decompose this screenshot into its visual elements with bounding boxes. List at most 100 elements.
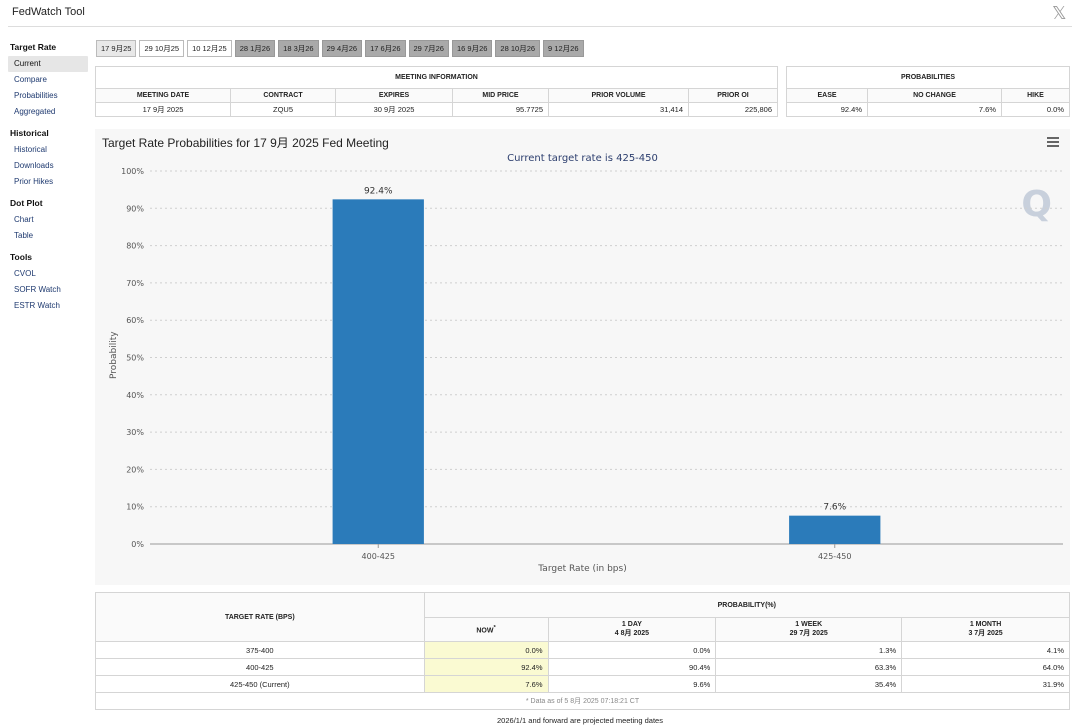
col-contract: CONTRACT xyxy=(230,88,336,103)
probabilities-table: PROBABILITIES EASE NO CHANGE HIKE 92.4% … xyxy=(786,66,1070,117)
col-period-header: 1 WEEK 29 7月 2025 xyxy=(715,617,903,642)
sidebar-item-prior-hikes[interactable]: Prior Hikes xyxy=(14,177,54,186)
bar-425-450 xyxy=(789,515,881,544)
period-label: NOW xyxy=(476,627,494,635)
asterisk-mark: * xyxy=(493,624,496,631)
meeting-date-tabs: 17 9月25 29 10月25 10 12月25 28 1月26 18 3月26 29 … xyxy=(96,40,584,57)
col-period-header: 1 DAY 4 8月 2025 xyxy=(547,617,717,642)
sidebar-item-estr-watch[interactable]: ESTR Watch xyxy=(14,301,60,310)
tab-meeting-date[interactable]: 29 7月26 xyxy=(408,40,449,57)
col-probability: PROBABILITY(%) xyxy=(423,592,1071,618)
sidebar-group-target-rate: Target Rate Current Compare Probabilitie… xyxy=(8,38,88,120)
col-period-header: 1 MONTH 3 7月 2025 xyxy=(901,617,1070,642)
x-tick-label: 400-425 xyxy=(362,552,395,561)
col-period-header: NOW* xyxy=(423,617,549,642)
meeting-date-value: 17 9月 2025 xyxy=(95,102,231,117)
sidebar-item-current[interactable]: Current xyxy=(8,56,88,72)
sidebar-item-chart[interactable]: Chart xyxy=(14,215,34,224)
period-date: 3 7月 2025 xyxy=(968,630,1003,637)
col-prior-oi: PRIOR OI xyxy=(688,88,778,103)
tab-meeting-date[interactable]: 29 10月25 xyxy=(139,40,185,57)
x-logo-icon[interactable]: 𝕏 xyxy=(1052,3,1067,24)
chart-x-axis-title: Target Rate (in bps) xyxy=(538,564,627,574)
sidebar-heading-tools: Tools xyxy=(10,252,33,262)
probability-cell: 35.4% xyxy=(715,675,903,693)
tab-meeting-date[interactable]: 10 12月25 xyxy=(187,40,232,57)
sidebar-item-historical[interactable]: Historical xyxy=(14,145,47,154)
sidebar-group-historical: Historical Historical Downloads Prior Hi… xyxy=(8,124,88,190)
sidebar-item-table[interactable]: Table xyxy=(14,231,34,240)
tab-meeting-date[interactable]: 18 3月26 xyxy=(278,40,319,57)
sidebar-heading-historical: Historical xyxy=(10,128,49,138)
sidebar-item-downloads[interactable]: Downloads xyxy=(14,161,54,170)
col-expires: EXPIRES xyxy=(335,88,453,103)
probability-cell: 92.4% xyxy=(423,658,549,676)
bar-value-label: 92.4% xyxy=(364,186,393,196)
prior-volume-value: 31,414 xyxy=(548,102,689,117)
table-row: 400-425 92.4% 90.4% 63.3% 64.0% xyxy=(95,658,1070,676)
sidebar-item-compare[interactable]: Compare xyxy=(14,75,47,84)
tab-meeting-date[interactable]: 16 9月26 xyxy=(451,40,493,57)
rate-probability-table: TARGET RATE (BPS) PROBABILITY(%) NOW* 1 D… xyxy=(95,592,1071,710)
y-tick-label: 40% xyxy=(126,391,144,400)
contract-value: ZQU5 xyxy=(230,102,336,117)
quikstrike-watermark-icon: Q xyxy=(1021,184,1052,225)
period-label: 1 DAY xyxy=(621,621,642,628)
sidebar-item-aggregated[interactable]: Aggregated xyxy=(14,107,56,116)
probability-cell: 31.9% xyxy=(901,675,1070,693)
meeting-info-title: MEETING INFORMATION xyxy=(95,66,778,89)
mid-price-value: 95.7725 xyxy=(452,102,549,117)
y-tick-label: 10% xyxy=(126,503,144,512)
table-row: 375-400 0.0% 0.0% 1.3% 4.1% xyxy=(95,641,1070,659)
sidebar: Target Rate Current Compare Probabilitie… xyxy=(8,38,88,318)
target-rate-cell: 400-425 xyxy=(95,658,425,676)
y-tick-label: 50% xyxy=(126,354,144,363)
col-mid-price: MID PRICE xyxy=(452,88,549,103)
period-date: 4 8月 2025 xyxy=(614,630,650,637)
probability-cell: 9.6% xyxy=(547,675,717,693)
tab-meeting-date[interactable]: 9 12月26 xyxy=(543,40,584,57)
y-tick-label: 20% xyxy=(126,465,144,474)
chart-title: Target Rate Probabilities for 17 9月 2025… xyxy=(102,136,389,150)
sidebar-heading-target-rate: Target Rate xyxy=(10,42,57,52)
target-rate-cell: 425-450 (Current) xyxy=(95,675,425,693)
chart-menu-icon[interactable] xyxy=(1047,137,1059,147)
tab-meeting-date[interactable]: 29 4月26 xyxy=(321,40,363,57)
sidebar-item-cvol[interactable]: CVOL xyxy=(14,269,36,278)
probability-cell: 1.3% xyxy=(715,641,903,659)
sidebar-item-sofr-watch[interactable]: SOFR Watch xyxy=(14,285,61,294)
tab-meeting-date[interactable]: 28 10月26 xyxy=(495,40,541,57)
no-change-value: 7.6% xyxy=(867,102,1002,117)
probability-cell: 7.6% xyxy=(423,675,549,693)
period-label: 1 MONTH xyxy=(969,621,1002,628)
app-title: FedWatch Tool xyxy=(12,6,85,18)
y-tick-label: 80% xyxy=(126,242,144,251)
ease-value: 92.4% xyxy=(786,102,868,117)
data-as-of-footnote: * Data as of 5 8月 2025 07:18:21 CT xyxy=(95,692,1070,710)
col-no-change: NO CHANGE xyxy=(867,88,1002,103)
probability-cell: 0.0% xyxy=(423,641,549,659)
tab-meeting-date[interactable]: 28 1月26 xyxy=(234,40,276,57)
probability-cell: 64.0% xyxy=(901,658,1070,676)
y-tick-label: 90% xyxy=(126,204,144,213)
col-target-rate: TARGET RATE (BPS) xyxy=(95,592,425,642)
prior-oi-value: 225,806 xyxy=(688,102,778,117)
y-tick-label: 30% xyxy=(126,428,144,437)
sidebar-item-probabilities[interactable]: Probabilities xyxy=(14,91,58,100)
tab-meeting-date[interactable]: 17 6月26 xyxy=(365,40,406,57)
period-label: 1 WEEK xyxy=(795,621,823,628)
top-divider xyxy=(8,26,1072,27)
probability-cell: 4.1% xyxy=(901,641,1070,659)
y-tick-label: 0% xyxy=(131,540,144,549)
probability-cell: 90.4% xyxy=(547,658,717,676)
probability-cell: 63.3% xyxy=(715,658,903,676)
bar-400-425 xyxy=(332,199,424,544)
col-ease: EASE xyxy=(786,88,868,103)
meeting-information-table: MEETING INFORMATION MEETING DATE CONTRAC… xyxy=(95,66,778,117)
sidebar-heading-dot-plot: Dot Plot xyxy=(10,198,43,208)
expires-value: 30 9月 2025 xyxy=(335,102,453,117)
col-hike: HIKE xyxy=(1001,88,1070,103)
tab-meeting-date[interactable]: 17 9月25 xyxy=(96,40,137,57)
sidebar-group-dot-plot: Dot Plot Chart Table xyxy=(8,194,88,244)
y-tick-label: 60% xyxy=(126,316,144,325)
